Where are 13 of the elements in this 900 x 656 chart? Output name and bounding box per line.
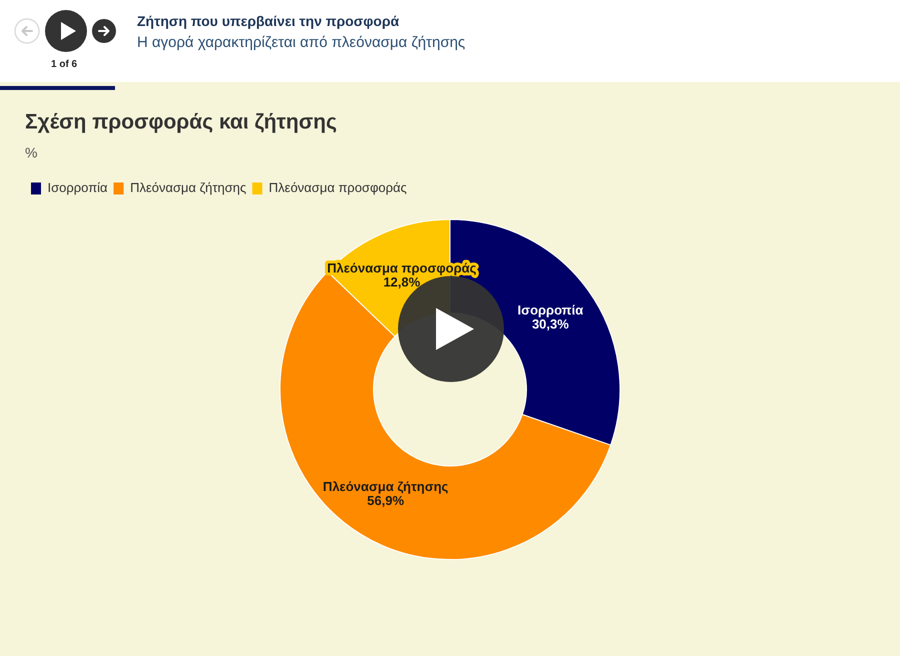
text: Η αγορά χαρακτηρίζεται από πλεόνασμα ζήτησης [137,34,466,51]
text: Ζήτηση που υπερβαίνει την προσφορά [137,13,400,29]
slice-label: Πλεόνασμα ζήτησης [322,479,449,494]
legend-label: Πλεόνασμα προσφοράς [268,180,407,196]
chart-title: Σχέση προσφοράς και ζήτησης [25,110,337,134]
chart-subtitle: % [25,144,38,160]
legend-label: Ισορροπία [48,180,108,196]
data-label: 56,9% [367,493,404,508]
legend-label: Πλεόνασμα ζήτησης [130,180,246,196]
text: 1 of 6 [51,59,78,70]
slice-label: Ισορροπία [518,302,584,318]
data-label: 30,3% [532,316,570,332]
data-label: 12,8% [383,274,421,290]
